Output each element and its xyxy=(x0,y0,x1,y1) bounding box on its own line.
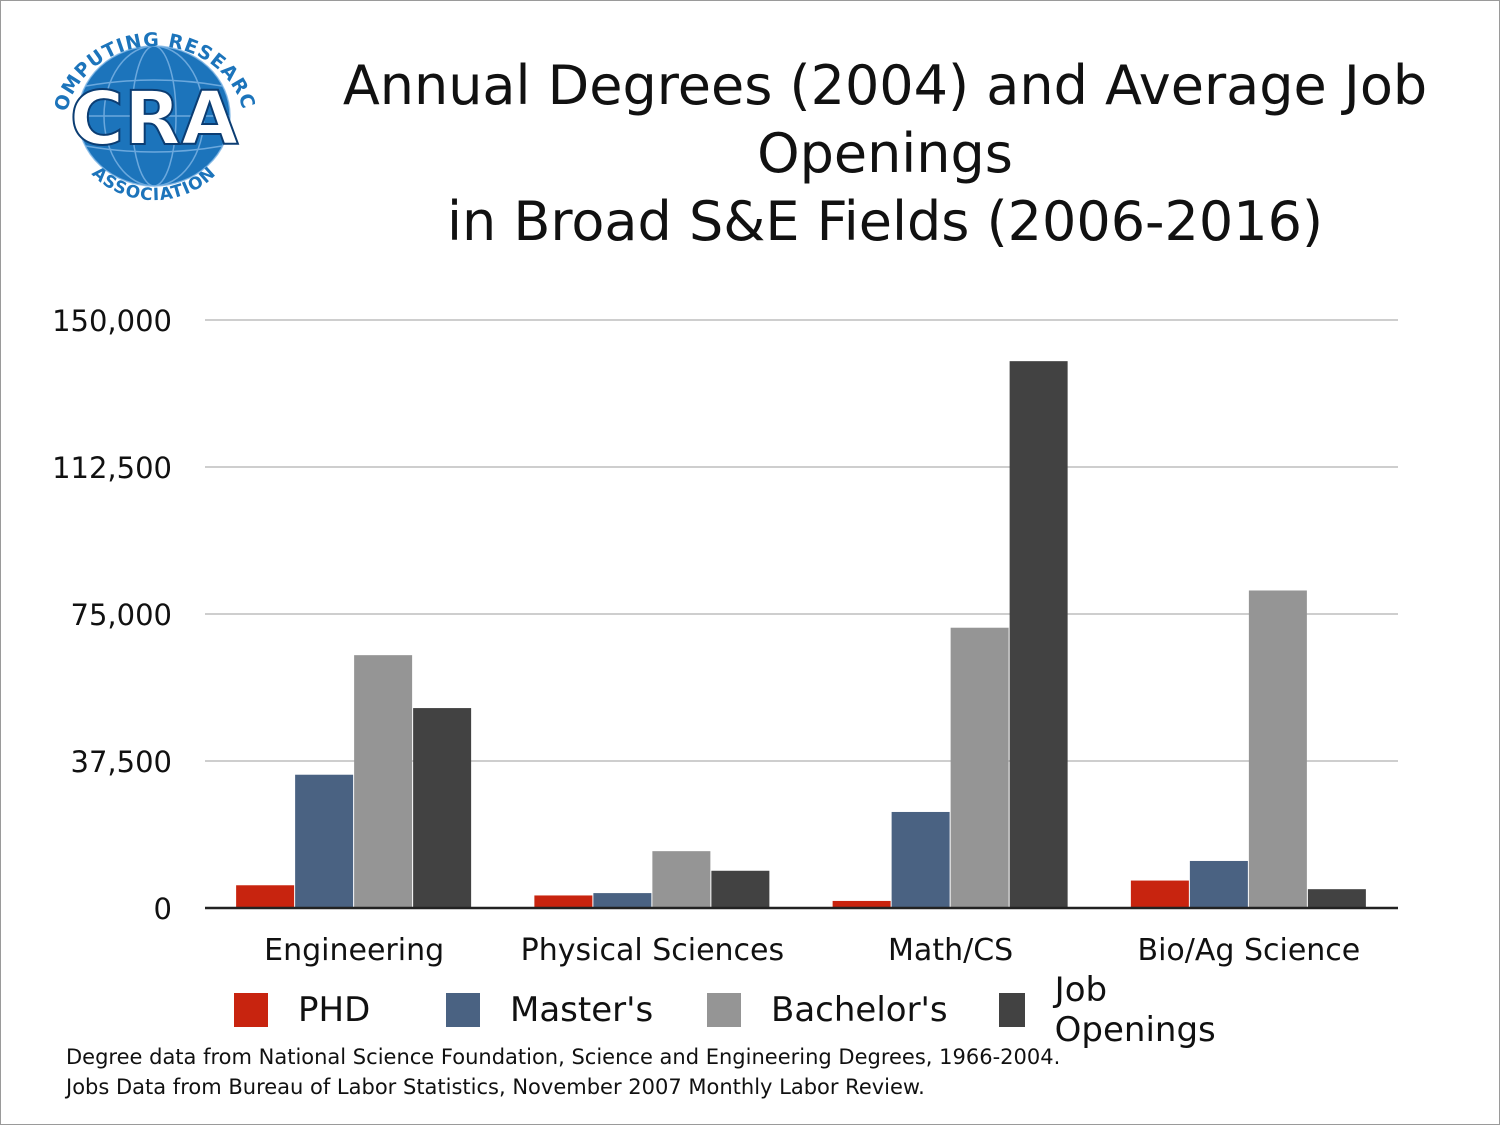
x-category-label: Physical Sciences xyxy=(521,933,785,968)
bar-phd-0 xyxy=(236,885,295,908)
x-category-label: Bio/Ag Science xyxy=(1137,933,1360,968)
bar-master-s-1 xyxy=(593,893,652,908)
slide-title: Annual Degrees (2004) and Average Job Op… xyxy=(270,52,1500,256)
bar-bachelor-s-0 xyxy=(354,655,413,908)
x-category-label: Engineering xyxy=(264,933,444,968)
bar-master-s-2 xyxy=(891,811,950,908)
bar-job-openings-2 xyxy=(1009,361,1068,908)
legend-label-masters: Master's xyxy=(510,990,654,1030)
title-line-2: in Broad S&E Fields (2006-2016) xyxy=(446,190,1324,253)
y-tick-label: 0 xyxy=(154,892,172,926)
legend-swatch-bachelors xyxy=(707,993,741,1027)
cra-logo: CRA COMPUTING RESEARCH ASSOCIATION xyxy=(44,24,258,204)
bar-bachelor-s-3 xyxy=(1248,590,1307,908)
bar-master-s-3 xyxy=(1189,860,1248,908)
legend-item-job-openings: Job Openings xyxy=(999,970,1224,1050)
legend-item-phd: PHD xyxy=(234,988,370,1032)
bar-phd-2 xyxy=(832,900,891,908)
y-tick-label: 37,500 xyxy=(71,745,172,779)
y-tick-label: 150,000 xyxy=(52,304,172,338)
logo-text: CRA xyxy=(70,76,239,162)
legend-item-bachelors: Bachelor's xyxy=(707,988,948,1032)
y-tick-label: 75,000 xyxy=(71,598,172,632)
bar-job-openings-3 xyxy=(1307,889,1366,908)
legend-swatch-phd xyxy=(234,993,268,1027)
footnote-line-2: Jobs Data from Bureau of Labor Statistic… xyxy=(66,1075,925,1099)
legend-label-job-openings: Job Openings xyxy=(1054,970,1216,1050)
bar-phd-3 xyxy=(1130,880,1189,908)
legend-label-phd: PHD xyxy=(298,990,371,1030)
y-tick-label: 112,500 xyxy=(52,451,172,485)
bar-phd-1 xyxy=(534,895,593,908)
source-footnote: Degree data from National Science Founda… xyxy=(66,1042,1060,1102)
legend-swatch-job-openings xyxy=(999,993,1025,1027)
bar-master-s-0 xyxy=(295,774,354,908)
bar-bachelor-s-2 xyxy=(950,627,1009,908)
bar-job-openings-1 xyxy=(711,870,770,908)
legend-item-masters: Master's xyxy=(446,988,653,1032)
footnote-line-1: Degree data from National Science Founda… xyxy=(66,1045,1061,1069)
bar-job-openings-0 xyxy=(413,708,472,908)
bar-bachelor-s-1 xyxy=(652,851,711,908)
x-category-label: Math/CS xyxy=(888,933,1013,968)
legend-label-bachelors: Bachelor's xyxy=(771,990,948,1030)
legend-swatch-masters xyxy=(446,993,480,1027)
title-line-1: Annual Degrees (2004) and Average Job Op… xyxy=(342,54,1428,185)
